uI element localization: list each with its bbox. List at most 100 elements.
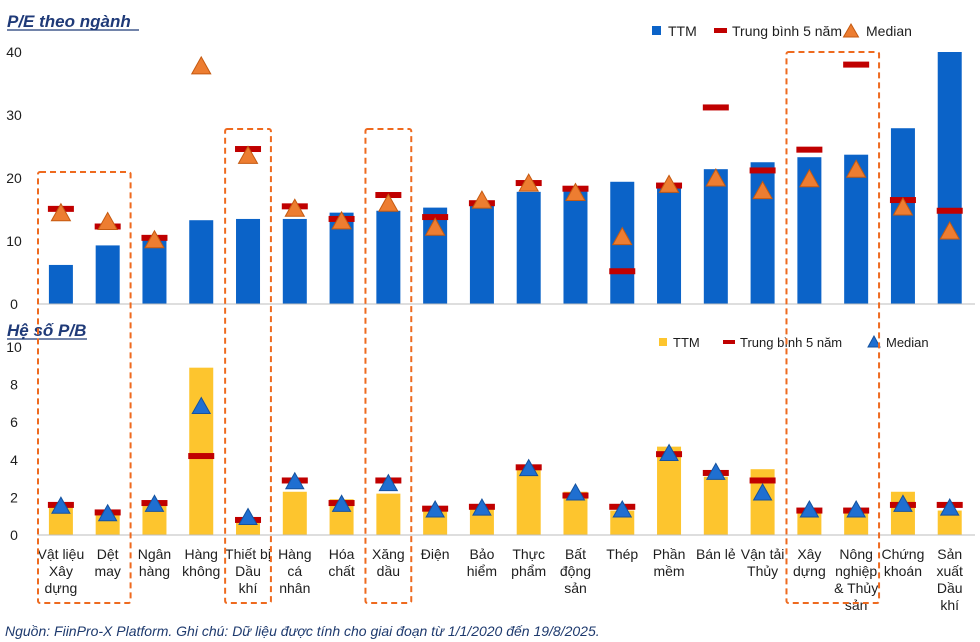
pe-avg5y-marker [936,207,963,214]
pe-ttm-bar [657,184,682,304]
highlight-boxes [37,51,881,604]
category-label-xang-dau: Xăng dầu [372,546,405,579]
pe-median-marker [471,190,493,209]
source-note: Nguồn: FiinPro-X Platform. Ghi chú: Dữ l… [5,623,600,639]
category-label-phan-mem: Phần mềm [653,546,686,579]
pb-y-tick-label: 0 [10,527,18,543]
pe-ttm-bar [189,220,214,304]
pe-y-tick-label: 30 [6,107,22,123]
pb-ttm-bar [189,367,214,535]
pe-chart-title: P/E theo ngành [7,12,131,31]
pb-legend: TTM Trung bình 5 năm Median [659,334,929,350]
pe-avg5y-marker [702,104,729,111]
pe-y-tick-label: 20 [6,170,22,186]
pe-median-marker [237,145,259,164]
pe-ttm-bar [703,169,728,304]
pb-y-tick-label: 10 [6,339,22,355]
pe-median-marker [284,198,306,217]
pe-ttm-bar [376,210,401,304]
pb-avg5y-marker [188,453,215,460]
pe-ttm-bar [48,264,73,304]
pb-ttm-bar [797,512,822,535]
pe-median-marker [845,159,867,178]
category-label-thiet-bi-dau-khi: Thiết bị Dầu khí [225,546,271,596]
pb-legend-avg-label: Trung bình 5 năm [740,335,842,350]
pe-avg5y-marker [749,167,776,174]
category-label-hang-khong: Hàng không [182,546,220,579]
pb-legend-median-swatch [867,334,881,348]
pe-ttm-bar [95,245,120,304]
pb-plot-area [37,367,975,536]
pe-plot-area [37,52,975,305]
pb-median-marker [51,496,71,514]
pb-legend-ttm-swatch [659,338,667,346]
pe-y-axis: 0 10 20 30 40 [6,44,22,312]
pe-median-marker [518,173,540,192]
pe-median-marker [97,211,119,231]
category-label-dien: Điện [421,546,450,562]
category-label-hang-ca-nhan: Hàng cá nhân [278,546,311,596]
pb-median-marker [472,498,492,516]
pe-avg5y-marker [609,268,636,275]
pb-median-marker [97,503,118,522]
pe-median-marker [939,220,961,240]
pb-legend-median-label: Median [886,335,929,350]
pe-legend-avg-label: Trung bình 5 năm [732,23,842,39]
pb-ttm-bar [516,469,541,535]
pb-median-marker [191,396,212,415]
pe-legend-median-swatch [842,22,860,38]
pe-median-marker [378,193,399,212]
pe-median-marker [50,202,72,222]
pb-median-marker [752,483,773,501]
category-label-thep: Thép [606,546,638,562]
pe-ttm-bar [236,218,261,304]
pe-ttm-bar [469,201,494,304]
pe-y-tick-label: 10 [6,233,22,249]
pb-ttm-bar [657,446,682,535]
pe-ttm-bar [516,191,541,304]
category-label-ban-le: Bán lẻ [696,546,736,562]
pb-median-marker [799,499,820,518]
pe-legend: TTM Trung bình 5 năm Median [652,22,912,39]
pb-ttm-bar [844,512,869,535]
pb-median-marker [144,494,165,512]
pe-median-marker [190,55,212,75]
pb-legend-ttm-label: TTM [673,335,700,350]
pe-median-marker [331,210,352,230]
pe-ttm-bar [282,218,307,304]
pe-legend-median-label: Median [866,23,912,39]
pe-median-marker [424,217,446,236]
pb-median-marker [378,473,399,492]
category-label-san-xuat-dau-khi: Sản xuất Dầu khí [936,546,963,613]
category-label-bat-dong-san: Bất động sản [560,546,591,596]
pe-legend-avg-swatch [714,28,727,33]
pe-median-marker [565,182,586,202]
pb-median-marker [659,443,679,462]
pb-y-axis: 0 2 4 6 8 10 [6,339,22,543]
category-label-xay-dung: Xây dựng [793,546,826,579]
pe-avg5y-marker [843,61,870,68]
pe-median-marker [799,168,820,188]
pe-legend-ttm-swatch [652,26,661,35]
pb-median-marker [705,462,726,480]
pe-avg5y-marker [796,146,823,153]
category-label-bao-hiem: Bảo hiểm [467,546,497,579]
pb-median-marker [893,494,913,512]
pb-y-tick-label: 2 [10,489,18,505]
pb-y-tick-label: 6 [10,414,18,430]
category-label-chung-khoan: Chứng khoán [882,546,925,579]
pb-legend-avg-swatch [723,340,735,344]
pe-median-marker [892,197,914,216]
pe-median-marker [705,168,727,187]
category-label-van-tai-thuy: Vận tải Thủy [741,546,785,579]
pe-ttm-bar [563,188,588,304]
pb-ttm-bar [703,476,728,535]
pb-y-tick-label: 8 [10,377,18,393]
highlight-box [785,51,881,604]
pb-median-marker [612,499,633,518]
pe-avg5y-marker [422,214,449,221]
pe-median-marker [611,226,633,246]
pb-median-marker [939,498,960,516]
pb-ttm-bar [282,491,307,535]
